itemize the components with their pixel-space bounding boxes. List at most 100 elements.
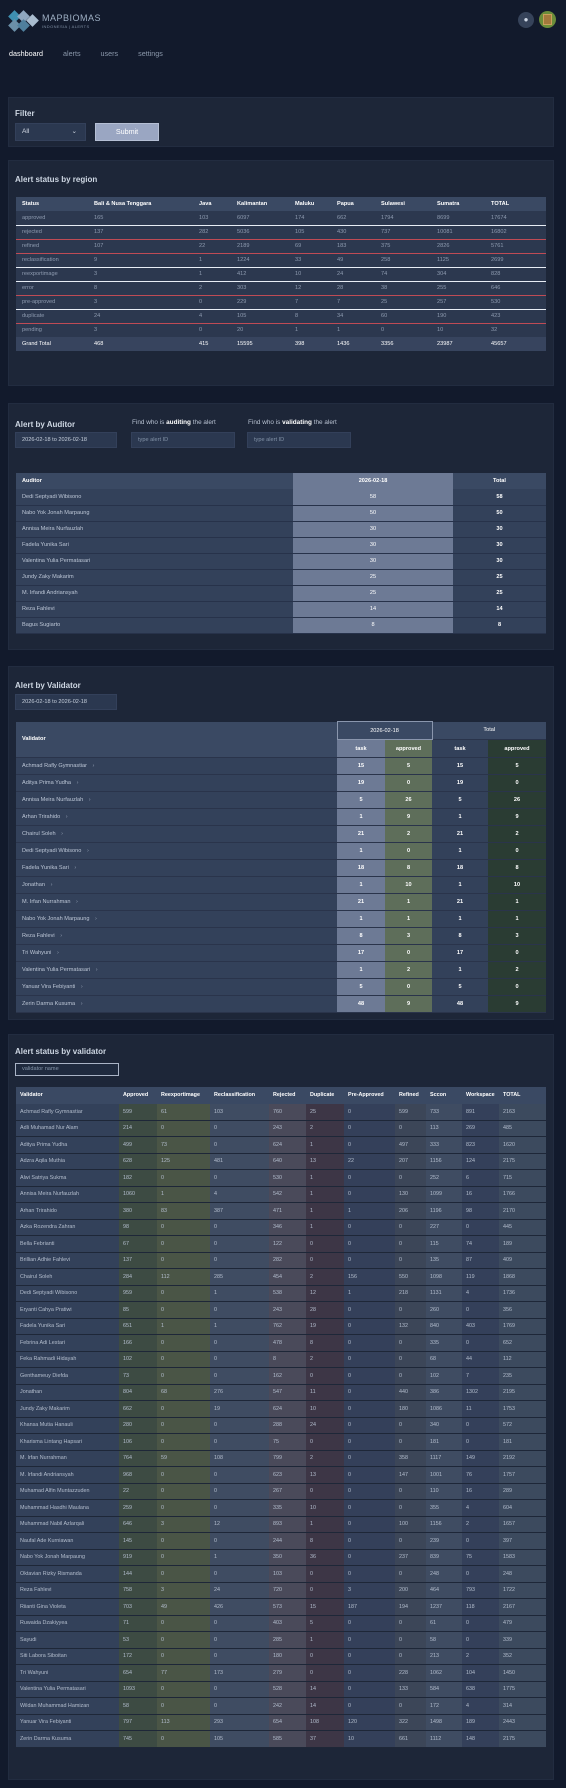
status-count: 0 [210, 1252, 269, 1269]
status-count: 2 [306, 1120, 344, 1137]
status-count: 83 [157, 1202, 210, 1220]
status-count: 214 [119, 1120, 157, 1137]
validator-name-cell[interactable]: Yanuar Vira Febiyanti › [16, 978, 337, 996]
status-count: 0 [344, 1384, 395, 1401]
status-count: 0 [344, 1631, 395, 1649]
auditing-alert-id-input[interactable]: type alert ID [131, 432, 235, 448]
table-row: Dedi Septyadi Wibisono 959 0 1 538 12 1 218 1131… [16, 1285, 546, 1302]
status-count: 403 [269, 1615, 306, 1632]
validator-name-cell[interactable]: M. Irfan Nurrahman › [16, 893, 337, 911]
validator-name: Bella Febrianti [16, 1235, 119, 1253]
status-count: 0 [157, 1565, 210, 1583]
date-approved: 0 [385, 944, 432, 962]
status-count: 189 [462, 1714, 499, 1731]
status-count: 85 [119, 1301, 157, 1319]
status-count: 1117 [426, 1450, 462, 1467]
validator-name-cell[interactable]: Arhan Trirahido › [16, 808, 337, 826]
status-count: 0 [157, 1219, 210, 1236]
status-count: 0 [157, 1417, 210, 1434]
status-validator-col-header: Workspace [462, 1087, 499, 1104]
status-count: 4 [462, 1499, 499, 1517]
total-approved: 0 [488, 842, 546, 860]
avatar[interactable] [539, 11, 556, 28]
status-select[interactable]: All ⌄ [15, 123, 86, 141]
validator-name-cell[interactable]: Dedi Septyadi Wibisono › [16, 842, 337, 860]
validator-name-cell[interactable]: Valentina Yulia Permatasari › [16, 961, 337, 979]
nav-settings[interactable]: settings [138, 49, 163, 58]
status-count: 135 [426, 1252, 462, 1269]
validator-name-cell[interactable]: Aditya Prima Yudha › [16, 774, 337, 792]
status-count: 71 [119, 1615, 157, 1632]
nav-dashboard[interactable]: dashboard [9, 49, 43, 58]
status-count: 0 [210, 1219, 269, 1236]
auditor-total: 50 [453, 505, 546, 522]
status-count: 1001 [426, 1466, 462, 1484]
validator-name-input[interactable]: validator name [15, 1063, 119, 1076]
status-count: 397 [499, 1532, 546, 1550]
status-count: 293 [210, 1714, 269, 1731]
validator-name-cell[interactable]: Annisa Meira Nurfauzlah › [16, 791, 337, 809]
date-approved: 10 [385, 876, 432, 894]
status-count: 248 [426, 1565, 462, 1583]
status-count: 0 [157, 1466, 210, 1484]
submit-button[interactable]: Submit [95, 123, 159, 141]
status-validator-col-header: Reclassification [210, 1087, 269, 1104]
status-validator-col-header: Duplicate [306, 1087, 344, 1104]
status-count: 36 [306, 1549, 344, 1566]
total-task: 5 [432, 978, 488, 996]
total-approved: 0 [488, 774, 546, 792]
validating-alert-id-input[interactable]: type alert ID [247, 432, 351, 448]
validator-name-cell[interactable]: Reza Fahlevi › [16, 927, 337, 945]
status-count: 0 [344, 1301, 395, 1319]
validator-name-cell[interactable]: Nabo Yok Jonah Marpaung › [16, 910, 337, 928]
nav-alerts[interactable]: alerts [62, 49, 81, 58]
status-count: 0 [344, 1516, 395, 1533]
status-count: 0 [344, 1186, 395, 1203]
status-count: 180 [395, 1400, 426, 1418]
auditor-date-range[interactable]: 2026-02-18 to 2026-02-18 [15, 432, 117, 448]
table-row: rejected 137 282 5036 105 430 737 10081 16802 [16, 225, 546, 240]
validator-name: Kharisma Lintang Hapsari [16, 1433, 119, 1451]
status-count: 53 [119, 1631, 157, 1649]
status-count: 11 [462, 1400, 499, 1418]
status-count: 0 [395, 1120, 426, 1137]
status-count: 102 [426, 1367, 462, 1385]
status-count: 120 [344, 1714, 395, 1731]
status-count: 0 [344, 1400, 395, 1418]
app-name: MAPBIOMAS [42, 12, 102, 23]
table-row: Dedi Septyadi Wibisono › 1 0 1 0 [16, 842, 546, 860]
status-count: 0 [344, 1367, 395, 1385]
date-approved: 0 [385, 978, 432, 996]
nav-users[interactable]: users [100, 49, 119, 58]
chevron-right-icon: › [49, 882, 53, 888]
validator-name-cell[interactable]: Fadela Yunika Sari › [16, 859, 337, 877]
validator-name-cell[interactable]: Achmad Rafly Gymnastiar › [16, 757, 337, 775]
status-count: 1583 [499, 1549, 546, 1566]
validator-name-cell[interactable]: Zerin Darma Kusuma › [16, 995, 337, 1013]
table-row: Ruwaida Dzakiyyea 71 0 0 403 5 0 0 61 0 479 [16, 1615, 546, 1632]
validator-name-cell[interactable]: Jonathan › [16, 876, 337, 894]
status-count: 1 [157, 1186, 210, 1203]
status-count: 61 [157, 1103, 210, 1121]
region-cell: 183 [331, 239, 375, 254]
validator-name: Fadela Yunika Sari [22, 865, 69, 871]
region-cell: 137 [88, 225, 193, 240]
validator-name-cell[interactable]: Chairul Soleh › [16, 825, 337, 843]
status-count: 479 [499, 1615, 546, 1632]
validator-name-cell[interactable]: Tri Wahyuni › [16, 944, 337, 962]
app-logo[interactable]: MAPBIOMAS INDONESIA | ALERTS [8, 10, 102, 32]
status-count: 0 [344, 1615, 395, 1632]
table-row: Sayudi 53 0 0 285 1 0 0 58 0 339 [16, 1631, 546, 1649]
status-count: 2175 [499, 1730, 546, 1748]
table-row: Eryanti Cahya Pratiwi 85 0 0 243 28 0 0 260 0 356 [16, 1301, 546, 1319]
validator-date-range[interactable]: 2026-02-18 to 2026-02-18 [15, 694, 117, 710]
status-count: 0 [395, 1697, 426, 1715]
validator-name: Zerin Darma Kusuma [16, 1730, 119, 1748]
region-col-header: Maluku [289, 197, 331, 211]
status-count: 147 [395, 1466, 426, 1484]
status-count: 6 [462, 1169, 499, 1187]
region-cell: 103 [193, 211, 231, 226]
validator-name: Khansa Mutia Hanauli [16, 1417, 119, 1434]
bell-icon[interactable]: ● [518, 12, 534, 28]
region-cell: 60 [375, 309, 431, 324]
